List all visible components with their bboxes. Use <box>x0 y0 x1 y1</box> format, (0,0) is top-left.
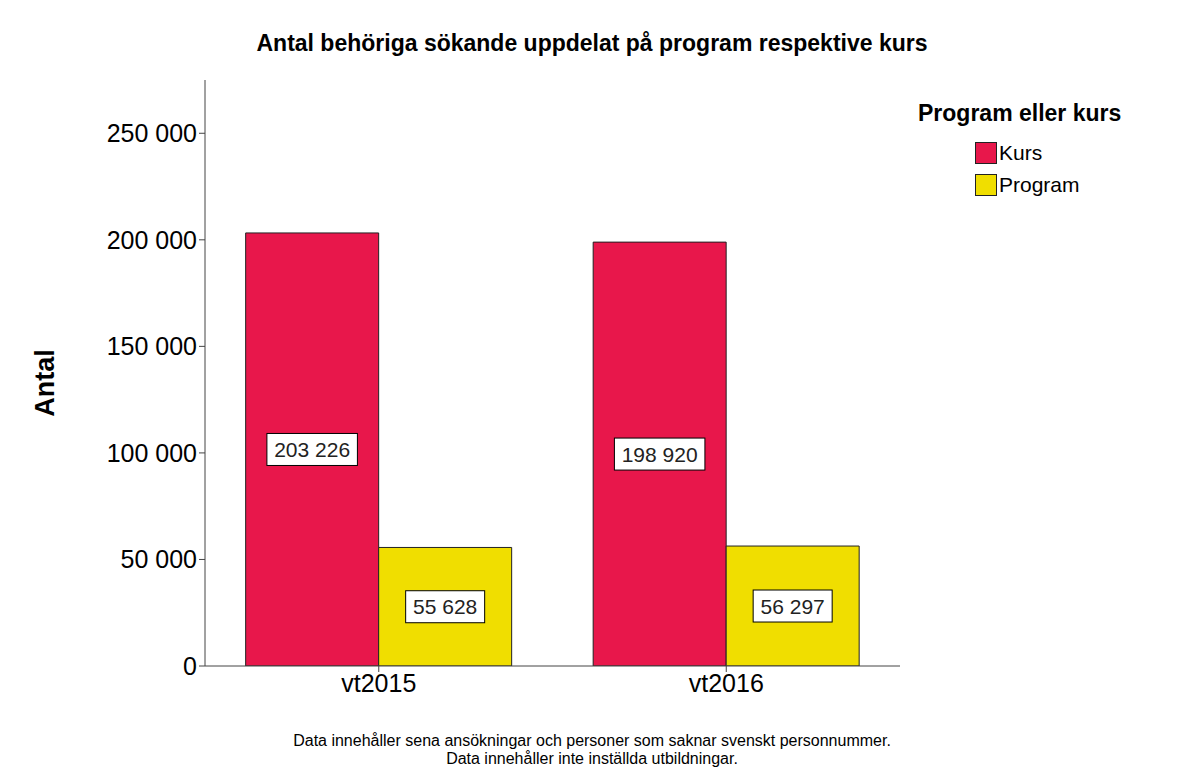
svg-text:198 920: 198 920 <box>622 443 698 466</box>
svg-text:56 297: 56 297 <box>761 595 825 618</box>
html-text:Antal behöriga sökande uppdela: Antal behöriga sökande uppdelat på progr… <box>256 30 928 56</box>
svg-text:vt2016: vt2016 <box>689 669 764 697</box>
svg-text:vt2015: vt2015 <box>341 669 416 697</box>
html-text:Antal: Antal <box>29 349 60 417</box>
svg-text:200 000: 200 000 <box>107 226 197 254</box>
html-text:Program eller kurs: Program eller kurs <box>918 100 1122 126</box>
svg-text:55 628: 55 628 <box>413 595 477 618</box>
svg-text:0: 0 <box>183 652 197 680</box>
svg-text:250 000: 250 000 <box>107 119 197 147</box>
svg-text:100 000: 100 000 <box>107 439 197 467</box>
html-text:Program: Program <box>999 173 1080 196</box>
html-text:Data innehåller inte inställda: Data innehåller inte inställda utbildnin… <box>446 750 738 767</box>
html-text:Kurs: Kurs <box>999 141 1043 164</box>
svg-text:203 226: 203 226 <box>274 438 350 461</box>
html-text:Data innehåller sena ansökning: Data innehåller sena ansökningar och per… <box>293 732 891 749</box>
svg-text:50 000: 50 000 <box>121 545 197 573</box>
svg-text:150 000: 150 000 <box>107 332 197 360</box>
